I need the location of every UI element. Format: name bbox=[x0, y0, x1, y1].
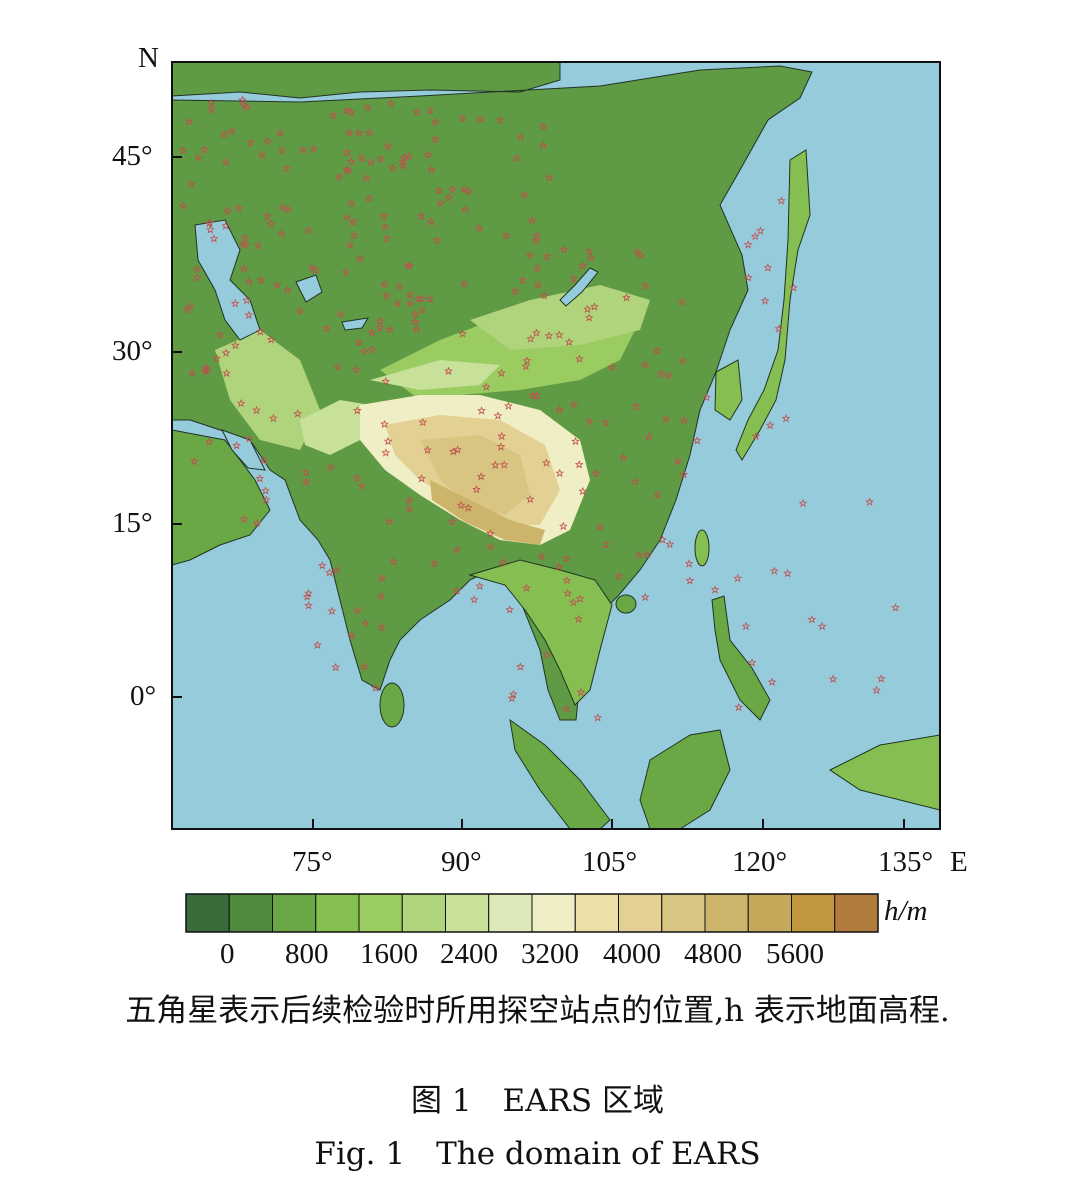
map-frame bbox=[171, 61, 941, 830]
figure-note: 五角星表示后续检验时所用探空站点的位置,h 表示地面高程. bbox=[125, 993, 950, 1029]
hainan bbox=[615, 594, 637, 614]
lat-tick-label: 30° bbox=[112, 335, 153, 367]
lon-tick-label: 135° bbox=[878, 846, 934, 878]
lat-tick-label: 45° bbox=[112, 140, 153, 172]
colorbar-swatch bbox=[315, 893, 360, 933]
baikal bbox=[559, 267, 599, 307]
lon-tick-label: 90° bbox=[441, 846, 482, 878]
colorbar-swatch bbox=[445, 893, 490, 933]
legend-tick: 5600 bbox=[766, 938, 824, 970]
north-label: N bbox=[138, 42, 159, 74]
sri-lanka bbox=[379, 682, 405, 728]
legend-unit: h/m bbox=[884, 895, 928, 927]
colorbar-swatch bbox=[531, 893, 576, 933]
taiwan bbox=[694, 529, 710, 567]
legend-tick: 0 bbox=[220, 938, 235, 970]
legend-tick: 4000 bbox=[603, 938, 661, 970]
map-area bbox=[172, 62, 940, 829]
colorbar-swatch bbox=[704, 893, 749, 933]
colorbar-swatch bbox=[272, 893, 317, 933]
borneo bbox=[639, 729, 731, 829]
japan bbox=[735, 149, 811, 461]
korea bbox=[714, 359, 743, 421]
legend-tick: 3200 bbox=[521, 938, 579, 970]
new-guinea bbox=[829, 734, 940, 811]
lat-tick-label: 15° bbox=[112, 507, 153, 539]
philippines bbox=[711, 595, 771, 721]
hindu-kush bbox=[300, 400, 370, 455]
elevation-colorbar bbox=[185, 893, 879, 933]
balkhash bbox=[341, 317, 369, 331]
persian-gulf bbox=[220, 429, 266, 471]
colorbar-swatch bbox=[401, 893, 446, 933]
caption-en: Fig. 1 The domain of EARS bbox=[314, 1136, 761, 1172]
colorbar-swatch bbox=[228, 893, 273, 933]
legend-tick: 800 bbox=[285, 938, 329, 970]
tick-marks bbox=[172, 156, 905, 829]
indochina bbox=[468, 559, 613, 706]
colorbar-swatch bbox=[488, 893, 533, 933]
lon-tick-label: 120° bbox=[732, 846, 788, 878]
colorbar-swatch bbox=[185, 893, 230, 933]
colorbar-frame bbox=[185, 893, 879, 933]
caption-cn: 图 1 EARS 区域 bbox=[410, 1083, 665, 1119]
sumatra bbox=[509, 718, 611, 829]
colorbar-swatch bbox=[834, 893, 879, 933]
legend-tick: 2400 bbox=[440, 938, 498, 970]
lon-tick-label: 105° bbox=[582, 846, 638, 878]
lat-tick-label: 0° bbox=[130, 680, 157, 712]
east-label: E bbox=[950, 846, 968, 878]
tianshan bbox=[370, 360, 500, 390]
aral-sea bbox=[295, 274, 323, 303]
colorbar-swatch bbox=[574, 893, 619, 933]
iranian-plateau bbox=[215, 330, 320, 450]
himalaya bbox=[430, 480, 545, 545]
colorbar-swatch bbox=[661, 893, 706, 933]
tibet-core bbox=[420, 435, 530, 515]
legend-tick: 4800 bbox=[684, 938, 742, 970]
mongolian-highlands bbox=[470, 285, 650, 350]
legend-tick: 1600 bbox=[360, 938, 418, 970]
colorbar-swatch bbox=[618, 893, 663, 933]
lon-tick-label: 75° bbox=[292, 846, 333, 878]
colorbar-swatch bbox=[791, 893, 836, 933]
colorbar-swatch bbox=[747, 893, 792, 933]
colorbar-swatch bbox=[358, 893, 403, 933]
